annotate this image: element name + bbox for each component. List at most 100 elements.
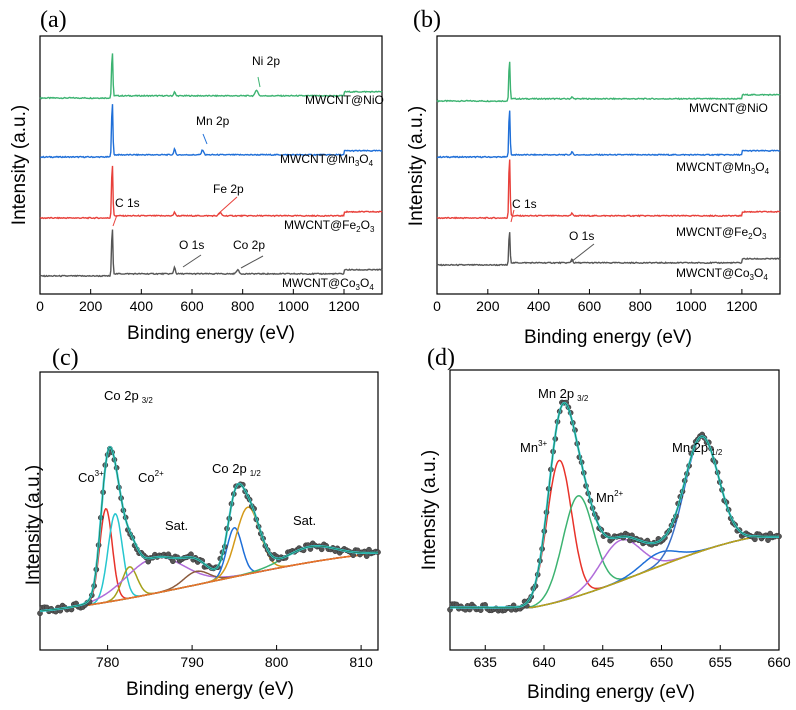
d-tick-label-650: 650: [650, 654, 674, 670]
mn2p-label-a: Mn 2p: [196, 114, 230, 128]
panel-b: (b) 0 200 400 600 800 1000 1200 Binding energy…: [406, 7, 781, 348]
co2p-label: Co 2p: [233, 238, 265, 252]
series-label-co3o4-b: MWCNT@Co3O4: [676, 266, 768, 282]
a-tick-label-800: 800: [231, 298, 255, 314]
mn2p-leader-a: [202, 133, 208, 145]
series-label-fe2o3-b: MWCNT@Fe2O3: [676, 225, 767, 241]
co2p32-label: Co 2p 3/2: [104, 388, 153, 405]
b-tick-label-600: 600: [578, 298, 602, 314]
c-tick-label-810: 810: [349, 654, 373, 670]
panel-a-letter: (a): [40, 7, 67, 33]
spectrum-mn3o4: [39, 104, 383, 159]
series-label-nio-a: MWCNT@NiO: [305, 93, 384, 107]
c-tick-label-800: 800: [265, 654, 289, 670]
series-label-nio-b: MWCNT@NiO: [689, 101, 768, 115]
panel-b-xlabel: Binding energy (eV): [524, 327, 692, 348]
mn2p12-label: Mn 2p 1/2: [672, 440, 723, 457]
panel-d-frame: [449, 369, 780, 651]
d-background: [450, 536, 779, 609]
panel-c-letter: (c): [52, 345, 79, 371]
spectrum-co3o4-b: [436, 232, 781, 267]
c-tick-label-780: 780: [96, 654, 120, 670]
spectrum-fe2o3-b: [436, 159, 781, 220]
panel-c-xticks: 780 790 800 810: [96, 645, 373, 670]
a-tick-label-0: 0: [36, 298, 44, 314]
b-tick-label-0: 0: [433, 298, 441, 314]
panel-a-ylabel: Intensity (a.u.): [9, 105, 30, 225]
spectrum-mn3o4-b: [436, 110, 781, 159]
panel-c-frame: [39, 371, 379, 651]
series-label-mn3o4-b: MWCNT@Mn3O4: [676, 160, 770, 176]
panel-a: (a) 0 200 400 600 800 1000 1200 Binding energy…: [9, 7, 384, 344]
mn2p32-label: Mn 2p 3/2: [538, 386, 589, 403]
a-tick-label-200: 200: [79, 298, 103, 314]
a-tick-label-1200: 1200: [328, 298, 359, 314]
ni2p-label: Ni 2p: [252, 54, 280, 68]
panel-d: (d) 635 640 645 650 655 660 Binding energy (e…: [419, 345, 791, 703]
panel-c-fit: [37, 445, 381, 617]
panel-c: (c) 780 790 800 810 Binding energy (eV) Int…: [23, 345, 381, 700]
panel-b-spectra: [436, 61, 781, 267]
d-component-4: [450, 436, 779, 609]
o1s-leader-b: [570, 243, 595, 263]
o1s-leader-a: [182, 254, 202, 268]
co3-label: Co3+: [78, 469, 104, 485]
c1s-leader-b: [510, 209, 515, 223]
d-tick-label-635: 635: [474, 654, 498, 670]
sat-label-c1: Sat.: [165, 518, 188, 533]
c-raw-point: [188, 551, 194, 558]
mn2-label: Mn2+: [596, 489, 624, 505]
d-tick-label-655: 655: [709, 654, 733, 670]
spectrum-fe2o3: [39, 165, 383, 220]
series-label-mn3o4-a: MWCNT@Mn3O4: [280, 152, 374, 168]
d-component-2: [450, 536, 779, 609]
d-tick-label-645: 645: [591, 654, 615, 670]
a-tick-label-1000: 1000: [278, 298, 309, 314]
panel-a-spectra: [39, 53, 383, 278]
o1s-label-b: O 1s: [569, 229, 594, 243]
b-tick-label-1000: 1000: [675, 298, 706, 314]
fe2p-leader: [217, 196, 238, 215]
panel-d-xlabel: Binding energy (eV): [527, 682, 695, 703]
c-tick-label-790: 790: [180, 654, 204, 670]
a-tick-label-400: 400: [130, 298, 154, 314]
panel-b-ylabel: Intensity (a.u.): [406, 106, 427, 226]
panel-d-ylabel: Intensity (a.u.): [419, 450, 440, 570]
c-raw-point: [170, 558, 176, 565]
co2p-leader: [240, 255, 264, 269]
series-label-fe2o3-a: MWCNT@Fe2O3: [284, 218, 375, 234]
c1s-label-a: C 1s: [115, 196, 140, 210]
sat-label-c2: Sat.: [293, 513, 316, 528]
panel-b-letter: (b): [413, 7, 441, 33]
fe2p-label: Fe 2p: [213, 182, 244, 196]
d-raw-point: [752, 536, 758, 543]
c1s-leader-a: [112, 214, 118, 227]
panel-b-xticks: 0 200 400 600 800 1000 1200: [433, 289, 758, 314]
panel-a-xticks: 0 200 400 600 800 1000 1200: [36, 289, 360, 314]
panel-a-xlabel: Binding energy (eV): [127, 323, 295, 344]
ni2p-leader: [257, 76, 261, 88]
mn3-label: Mn3+: [520, 439, 548, 455]
o1s-label-a: O 1s: [179, 238, 204, 252]
b-tick-label-400: 400: [527, 298, 551, 314]
d-envelope-line: [450, 402, 779, 608]
a-tick-label-600: 600: [180, 298, 204, 314]
panel-c-xlabel: Binding energy (eV): [126, 679, 294, 700]
spectrum-nio-b: [436, 61, 781, 103]
c-envelope-line: [39, 446, 378, 612]
co2p12-label: Co 2p 1/2: [212, 461, 261, 478]
b-tick-label-800: 800: [629, 298, 653, 314]
c-background: [39, 552, 379, 612]
d-tick-label-640: 640: [532, 654, 556, 670]
panel-c-ylabel: Intensity (a.u.): [23, 465, 44, 585]
spectrum-nio: [39, 53, 383, 100]
d-tick-label-660: 660: [767, 654, 791, 670]
b-tick-label-200: 200: [476, 298, 500, 314]
panel-d-letter: (d): [427, 345, 455, 371]
b-tick-label-1200: 1200: [726, 298, 757, 314]
panel-d-xticks: 635 640 645 650 655 660: [474, 645, 791, 670]
d-component-3: [450, 536, 779, 609]
spectrum-co3o4: [39, 229, 383, 278]
panel-b-frame: [436, 35, 781, 295]
